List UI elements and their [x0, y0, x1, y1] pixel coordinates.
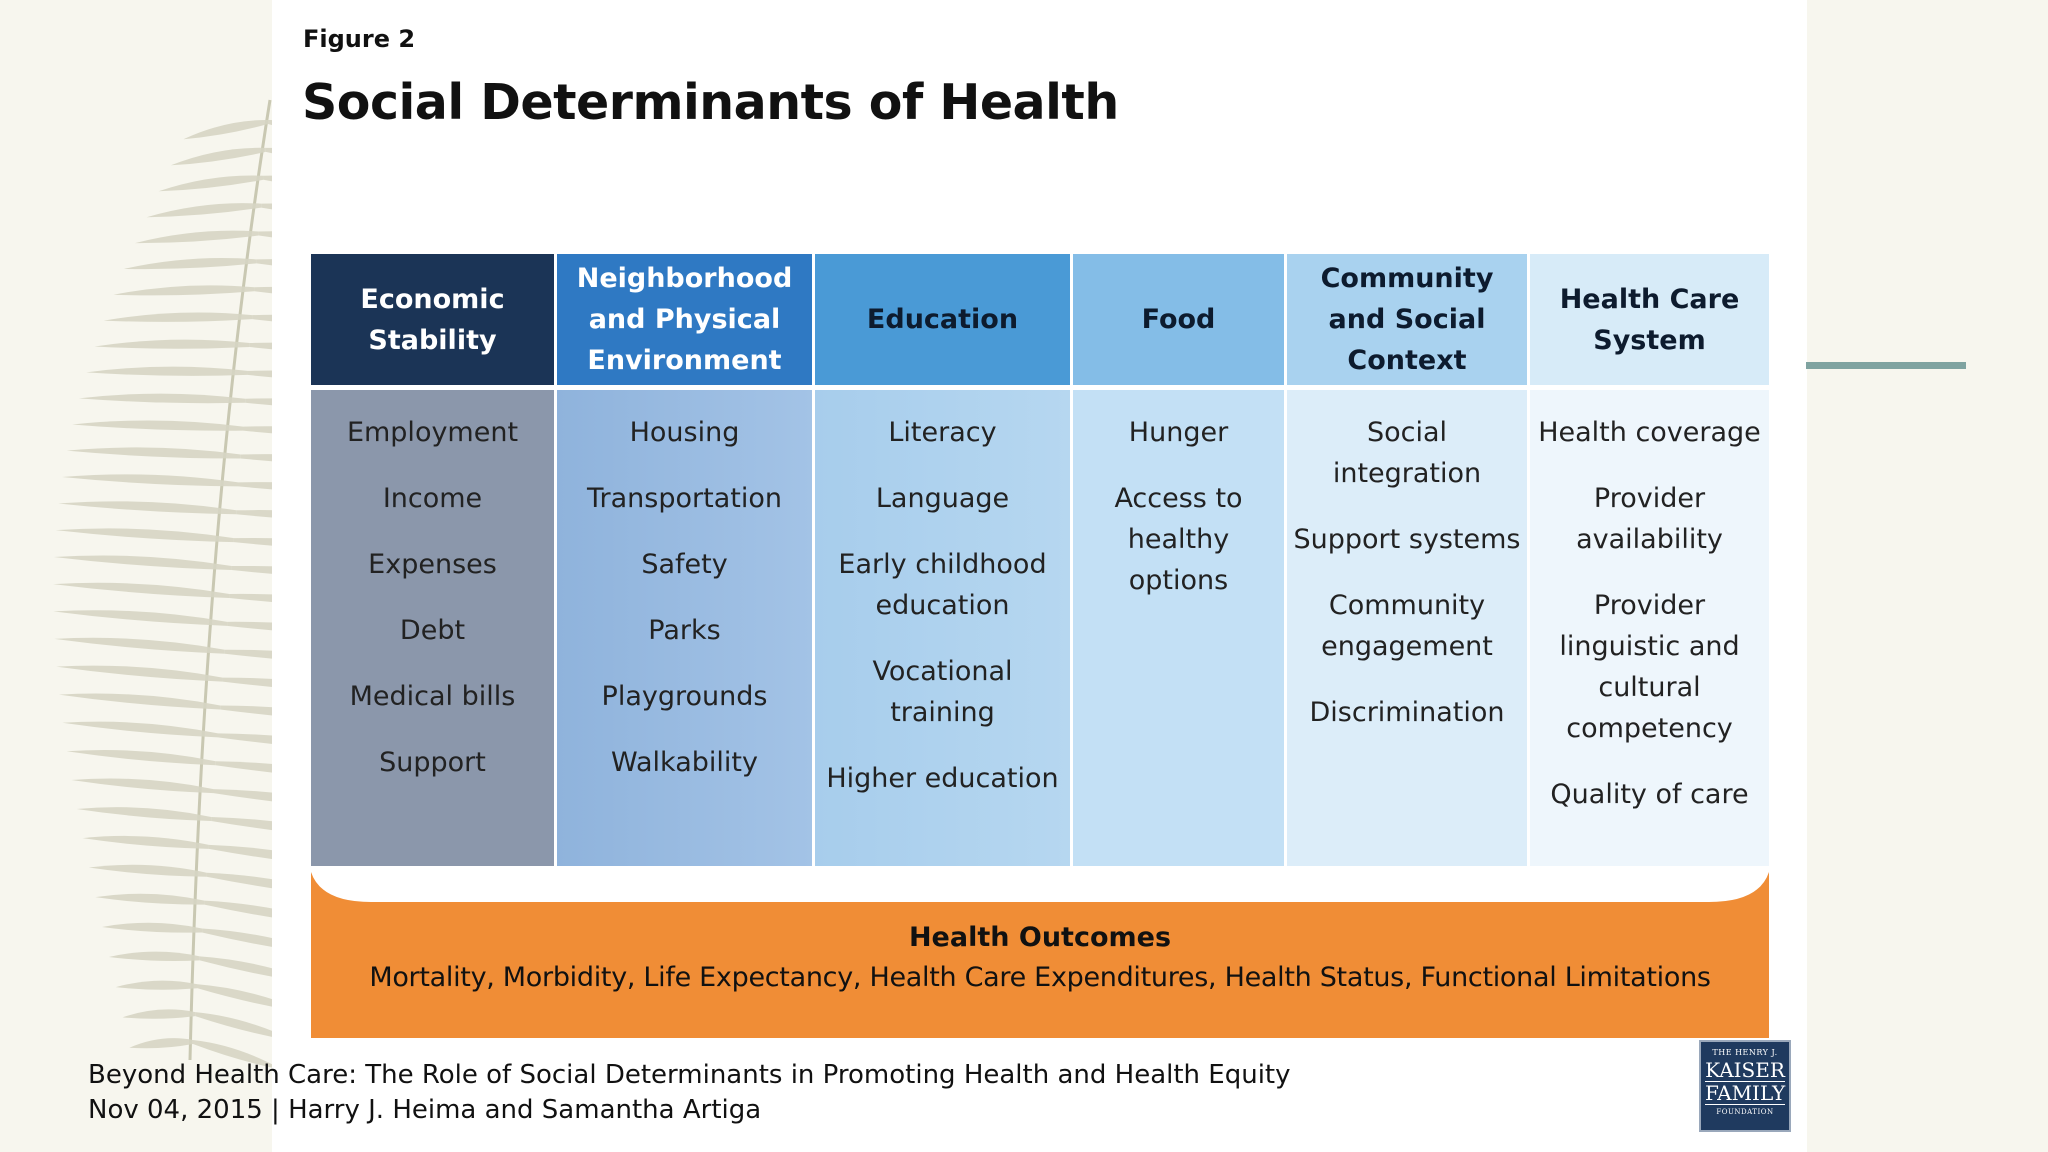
frond-leaf [66, 750, 216, 766]
list-item: Provider linguistic and cultural compete… [1559, 590, 1740, 744]
health-outcomes-box: Health Outcomes Mortality, Morbidity, Li… [311, 902, 1769, 1038]
logo-line: FOUNDATION [1716, 1108, 1774, 1116]
list-item: Debt [399, 615, 466, 646]
kff-logo: THE HENRY J. KAISER FAMILY FOUNDATION [1699, 1040, 1791, 1132]
column-body: Literacy Language Early childhood educat… [815, 390, 1070, 866]
frond-leaf [54, 637, 225, 654]
frond-leaf [108, 951, 200, 962]
frond-leaf [71, 778, 214, 794]
list-item: Community engagement [1321, 590, 1493, 662]
list-item: Hunger [1128, 417, 1229, 448]
column-body: Housing Transportation Safety Parks Play… [557, 390, 812, 866]
list-item: Medical bills [349, 681, 516, 712]
column-header: Health Care System [1530, 254, 1769, 390]
brace-connector [311, 872, 1769, 906]
citation-meta: Nov 04, 2015 | Harry J. Heima and Samant… [88, 1095, 762, 1125]
frond-leaf [113, 285, 255, 296]
list-item: Social integration [1332, 417, 1482, 489]
frond-leaf [94, 339, 250, 349]
column-header: Food [1073, 254, 1284, 390]
frond-leaf [56, 665, 223, 682]
list-item: Quality of care [1550, 779, 1749, 810]
column-body: Health coverage Provider availability Pr… [1530, 390, 1769, 866]
list-item: Walkability [611, 747, 758, 778]
list-item: Support [379, 747, 486, 778]
frond-leaf [95, 893, 205, 905]
frond-leaf [103, 312, 253, 322]
logo-line: KAISER [1705, 1058, 1785, 1082]
list-item: Income [382, 483, 483, 514]
frond-leaf [183, 119, 268, 140]
frond-leaf [58, 501, 237, 515]
frond-leaf [76, 807, 212, 821]
frond-leaf [82, 835, 209, 849]
list-item: Language [875, 483, 1010, 514]
list-item: Provider availability [1576, 483, 1723, 555]
outcomes-title: Health Outcomes [908, 922, 1172, 953]
frond-leaf [88, 864, 207, 877]
list-item: Support systems [1293, 524, 1521, 555]
list-item: Higher education [826, 763, 1059, 794]
frond-leaf [66, 447, 241, 459]
column-header: Education [815, 254, 1070, 390]
frond-leaf [72, 420, 244, 431]
accent-line [1806, 362, 1966, 369]
list-item: Expenses [368, 549, 497, 580]
column-health-care-system: Health Care System Health coverage Provi… [1527, 254, 1769, 866]
frond-leaf [135, 230, 259, 244]
column-economic-stability: Economic Stability Employment Income Exp… [311, 254, 554, 866]
list-item: Parks [648, 615, 721, 646]
list-item: Housing [629, 417, 740, 448]
column-body: Hunger Access to healthy options [1073, 390, 1284, 866]
citation-title: Beyond Health Care: The Role of Social D… [88, 1060, 1291, 1090]
frond-leaf [53, 582, 230, 598]
frond-leaf [115, 980, 198, 990]
column-header: Economic Stability [311, 254, 554, 390]
frond-leaf [62, 721, 218, 738]
frond-leaf [55, 528, 234, 543]
column-header: Community and Social Context [1287, 254, 1527, 390]
frond-leaf [129, 1038, 193, 1049]
frond-leaf [58, 693, 221, 710]
list-item: Safety [641, 549, 728, 580]
column-neighborhood-environment: Neighborhood and Physical Environment Ho… [554, 254, 812, 866]
column-body: Employment Income Expenses Debt Medical … [311, 390, 554, 866]
frond-leaf [193, 1040, 283, 1070]
figure-label: Figure 2 [303, 25, 416, 53]
list-item: Discrimination [1309, 697, 1505, 728]
list-item: Vocational training [872, 656, 1013, 728]
column-food: Food Hunger Access to healthy options [1070, 254, 1284, 866]
list-item: Playgrounds [601, 681, 768, 712]
palm-frond-decoration [53, 99, 300, 1070]
frond-leaf [158, 175, 264, 192]
column-body: Social integration Support systems Commu… [1287, 390, 1527, 866]
column-education: Education Literacy Language Early childh… [812, 254, 1070, 866]
frond-leaf [86, 366, 248, 376]
frond-leaf [53, 610, 228, 626]
citation: Beyond Health Care: The Role of Social D… [88, 1058, 1291, 1128]
list-item: Employment [346, 417, 519, 448]
frond-leaf [195, 1012, 297, 1042]
frond-leaf [102, 922, 203, 933]
frond-leaf [62, 474, 239, 487]
frond-leaf [78, 393, 246, 404]
logo-line: FAMILY [1705, 1081, 1786, 1105]
frond-leaf [123, 258, 257, 270]
list-item: Health coverage [1538, 417, 1761, 448]
page-title: Social Determinants of Health [302, 74, 1119, 131]
list-item: Access to healthy options [1114, 483, 1243, 596]
logo-line: THE HENRY J. [1712, 1048, 1778, 1057]
frond-leaf [122, 1009, 196, 1019]
outcomes-list: Mortality, Morbidity, Life Expectancy, H… [369, 962, 1711, 993]
column-header: Neighborhood and Physical Environment [557, 254, 812, 390]
frond-leaf [170, 147, 266, 166]
list-item: Literacy [888, 417, 997, 448]
frond-leaf [146, 203, 262, 218]
column-community-social-context: Community and Social Context Social inte… [1284, 254, 1527, 866]
list-item: Transportation [587, 483, 782, 514]
list-item: Early childhood education [838, 549, 1047, 621]
determinants-framework: Economic Stability Employment Income Exp… [311, 254, 1769, 866]
frond-leaf [53, 555, 232, 571]
